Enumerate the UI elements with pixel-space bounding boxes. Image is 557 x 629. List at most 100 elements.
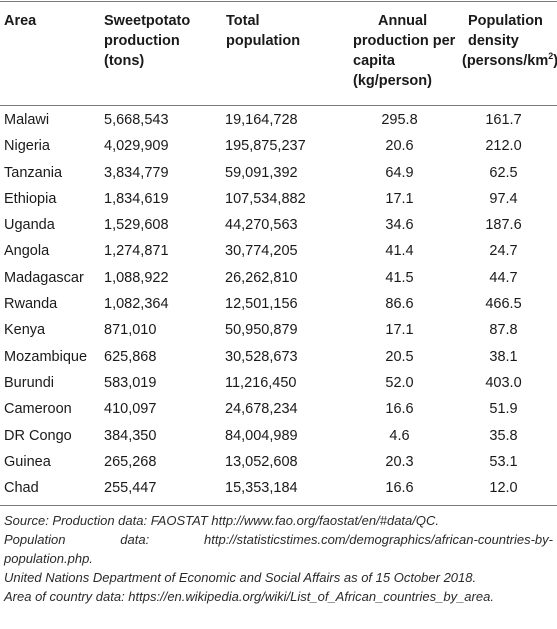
cell-production: 5,668,543: [104, 112, 169, 128]
cell-population: 15,353,184: [225, 480, 298, 497]
cell-population: 11,216,450: [225, 374, 297, 391]
table-row: Uganda 1,529,608 44,270,563 34.6 187.6: [0, 212, 557, 238]
cell-area: Madagascar: [4, 269, 84, 286]
cell-population: 26,262,810: [225, 269, 298, 286]
cell-population: 107,534,882: [225, 190, 306, 207]
cell-density: 38.1: [489, 348, 518, 365]
cell-area: Rwanda: [4, 296, 58, 313]
sweetpotato-table: Area Sweetpotato production (tons) Total…: [0, 2, 557, 501]
cell-per-capita: 34.6: [385, 217, 414, 234]
top-rule: [0, 1, 557, 2]
table-notes: Source: Production data: FAOSTAT http://…: [4, 511, 553, 606]
table-row: Tanzania 3,834,779 59,091,392 64.9 62.5: [0, 160, 557, 186]
note-source: Source: Production data: FAOSTAT http://…: [4, 513, 439, 528]
header-per-capita: Annual production per capita (kg/person): [353, 13, 456, 89]
note-population-cont: population.php.: [4, 551, 93, 566]
header-density: Population density (persons/km2): [462, 13, 557, 69]
table-row: Malawi 5,668,543 19,164,728 295.8 161.7: [0, 96, 557, 133]
cell-area: Nigeria: [4, 138, 50, 155]
cell-density: 212.0: [485, 138, 522, 155]
cell-area: Guinea: [4, 453, 51, 470]
cell-density: 24.7: [489, 243, 518, 260]
table-row: Angola 1,274,871 30,774,205 41.4 24.7: [0, 238, 557, 264]
table-row: Guinea 265,268 13,052,608 20.3 53.1: [0, 449, 557, 475]
cell-area: Malawi: [4, 112, 50, 128]
table-row: Mozambique 625,868 30,528,673 20.5 38.1: [0, 344, 557, 370]
cell-per-capita: 16.6: [385, 401, 414, 418]
cell-density: 403.0: [485, 374, 522, 391]
cell-production: 1,274,871: [104, 243, 169, 260]
cell-population: 24,678,234: [225, 401, 298, 418]
header-area: Area: [4, 13, 37, 29]
cell-per-capita: 295.8: [381, 112, 418, 128]
cell-per-capita: 52.0: [385, 374, 414, 391]
cell-per-capita: 17.1: [385, 322, 414, 339]
cell-area: Ethiopia: [4, 190, 57, 207]
cell-per-capita: 41.5: [385, 269, 414, 286]
table-row: Rwanda 1,082,364 12,501,156 86.6 466.5: [0, 291, 557, 317]
cell-production: 410,097: [104, 401, 157, 418]
note-un: United Nations Department of Economic an…: [4, 570, 477, 585]
cell-per-capita: 20.5: [385, 348, 414, 365]
cell-population: 30,774,205: [225, 243, 298, 260]
cell-production: 583,019: [104, 374, 157, 391]
cell-per-capita: 86.6: [385, 296, 414, 313]
cell-production: 1,088,922: [104, 269, 169, 286]
cell-density: 87.8: [489, 322, 518, 339]
cell-per-capita: 4.6: [389, 427, 410, 444]
header-row: Area Sweetpotato production (tons) Total…: [0, 2, 557, 96]
cell-production: 4,029,909: [104, 138, 169, 155]
cell-production: 255,447: [104, 480, 157, 497]
cell-per-capita: 64.9: [385, 164, 414, 181]
table-row: Nigeria 4,029,909 195,875,237 20.6 212.0: [0, 133, 557, 159]
cell-production: 871,010: [104, 322, 157, 339]
table-row: Cameroon 410,097 24,678,234 16.6 51.9: [0, 396, 557, 422]
cell-density: 97.4: [489, 190, 518, 207]
cell-production: 625,868: [104, 348, 157, 365]
cell-population: 12,501,156: [225, 296, 298, 313]
cell-population: 30,528,673: [225, 348, 298, 365]
cell-per-capita: 20.3: [385, 453, 414, 470]
cell-density: 51.9: [489, 401, 518, 418]
cell-population: 84,004,989: [225, 427, 298, 444]
cell-population: 195,875,237: [225, 138, 306, 155]
cell-density: 35.8: [489, 427, 518, 444]
cell-population: 13,052,608: [225, 453, 298, 470]
cell-density: 187.6: [485, 217, 522, 234]
cell-density: 466.5: [485, 296, 522, 313]
note-area: Area of country data: https://en.wikiped…: [4, 589, 494, 604]
cell-density: 161.7: [485, 112, 522, 128]
cell-area: Burundi: [4, 374, 54, 391]
cell-area: Kenya: [4, 322, 46, 339]
cell-production: 384,350: [104, 427, 157, 444]
table-row: Ethiopia 1,834,619 107,534,882 17.1 97.4: [0, 186, 557, 212]
cell-production: 1,529,608: [104, 217, 169, 234]
header-production: Sweetpotato production (tons): [104, 13, 191, 69]
cell-area: DR Congo: [4, 427, 72, 444]
cell-density: 12.0: [489, 480, 518, 497]
table-row: Chad 255,447 15,353,184 16.6 12.0: [0, 475, 557, 501]
header-rule: [0, 105, 557, 106]
note-population: Population data: http://statisticstimes.…: [4, 532, 553, 547]
cell-per-capita: 20.6: [385, 138, 414, 155]
table-row: DR Congo 384,350 84,004,989 4.6 35.8: [0, 423, 557, 449]
cell-area: Chad: [4, 480, 39, 497]
cell-per-capita: 41.4: [385, 243, 414, 260]
cell-area: Angola: [4, 243, 50, 260]
cell-area: Cameroon: [4, 401, 72, 418]
header-population: Total population: [226, 13, 301, 49]
cell-population: 50,950,879: [225, 322, 298, 339]
cell-density: 44.7: [489, 269, 518, 286]
cell-density: 53.1: [489, 453, 518, 470]
cell-population: 59,091,392: [225, 164, 298, 181]
table-row: Kenya 871,010 50,950,879 17.1 87.8: [0, 317, 557, 343]
cell-area: Mozambique: [4, 348, 88, 365]
table-row: Madagascar 1,088,922 26,262,810 41.5 44.7: [0, 265, 557, 291]
cell-per-capita: 16.6: [385, 480, 414, 497]
cell-production: 3,834,779: [104, 164, 169, 181]
cell-production: 1,834,619: [104, 190, 169, 207]
cell-production: 265,268: [104, 453, 157, 470]
cell-population: 19,164,728: [225, 112, 298, 128]
cell-density: 62.5: [489, 164, 518, 181]
